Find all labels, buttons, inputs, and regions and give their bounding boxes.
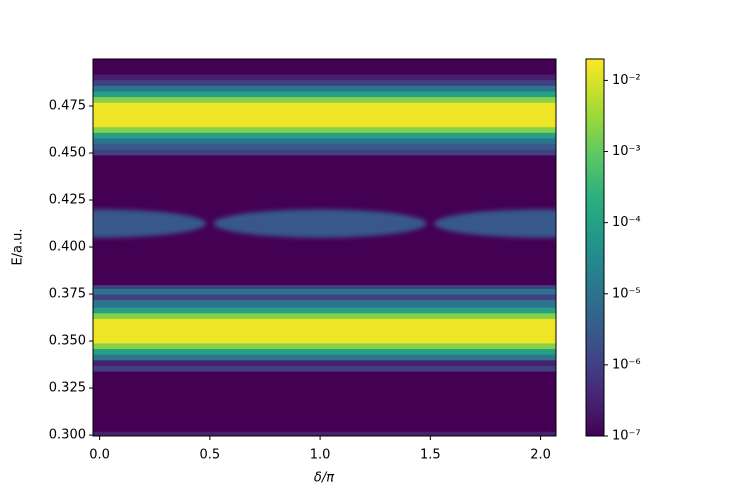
heatmap-row bbox=[93, 59, 556, 75]
heatmap-row bbox=[93, 353, 556, 361]
heatmap-row bbox=[93, 73, 556, 81]
heatmap-row bbox=[93, 342, 556, 350]
colorbar-tick-label: 10⁻² bbox=[612, 73, 641, 88]
y-tick-label: 0.475 bbox=[49, 99, 86, 114]
x-tick-label: 1.5 bbox=[420, 448, 441, 463]
heatmap-row bbox=[93, 101, 556, 128]
y-tick-label: 0.425 bbox=[49, 193, 86, 208]
heatmap-row bbox=[93, 348, 556, 355]
x-tick-label: 0.5 bbox=[200, 448, 221, 463]
lobe bbox=[93, 209, 206, 238]
heatmap-row bbox=[93, 306, 556, 314]
lobe bbox=[213, 209, 427, 238]
heatmap-row bbox=[93, 364, 556, 372]
heatmap-row bbox=[93, 137, 556, 145]
x-tick-label: 2.0 bbox=[530, 448, 551, 463]
heatmap-row bbox=[93, 430, 556, 436]
heatmap-row bbox=[93, 143, 556, 150]
x-tick-label: 0.0 bbox=[89, 448, 110, 463]
heatmap-row bbox=[93, 79, 556, 86]
heatmap-row bbox=[93, 131, 556, 139]
heatmap-row bbox=[93, 90, 556, 98]
heatmap-row bbox=[93, 359, 556, 366]
colorbar-tick-label: 10⁻⁵ bbox=[612, 286, 641, 301]
y-tick-label: 0.450 bbox=[49, 146, 86, 161]
x-tick-label: 1.0 bbox=[310, 448, 331, 463]
y-tick-label: 0.400 bbox=[49, 240, 86, 255]
heatmap-row bbox=[93, 126, 556, 133]
lobe bbox=[434, 209, 556, 238]
x-axis-label: δ/π bbox=[314, 471, 334, 486]
heatmap-row bbox=[93, 96, 556, 103]
y-tick-label: 0.300 bbox=[49, 428, 86, 443]
y-axis-label: E/a.u. bbox=[11, 228, 26, 265]
plot-area bbox=[93, 59, 556, 436]
colorbar-tick-label: 10⁻⁷ bbox=[612, 429, 641, 444]
heatmap-row bbox=[93, 299, 556, 308]
y-tick-label: 0.375 bbox=[49, 287, 86, 302]
heatmap-row bbox=[93, 284, 556, 289]
heatmap-row bbox=[93, 287, 556, 295]
heatmap-row bbox=[93, 312, 556, 319]
heatmap-row bbox=[93, 370, 556, 432]
heatmap-row bbox=[93, 148, 556, 156]
colorbar bbox=[585, 58, 605, 437]
heatmap-row bbox=[93, 84, 556, 92]
y-tick-label: 0.350 bbox=[49, 334, 86, 349]
colorbar-tick-label: 10⁻⁴ bbox=[612, 215, 641, 230]
heatmap-row bbox=[93, 317, 556, 344]
colorbar-tick-label: 10⁻³ bbox=[612, 144, 641, 159]
heatmap-row bbox=[93, 293, 556, 301]
y-tick-label: 0.325 bbox=[49, 381, 86, 396]
colorbar-tick-label: 10⁻⁶ bbox=[612, 357, 641, 372]
